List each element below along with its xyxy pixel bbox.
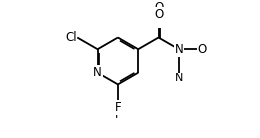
Text: N: N — [175, 73, 183, 83]
Text: F: F — [115, 108, 121, 121]
Text: O: O — [198, 43, 207, 56]
Text: O: O — [154, 1, 163, 14]
Text: N: N — [174, 43, 183, 56]
Text: Cl: Cl — [66, 31, 77, 44]
Text: N: N — [174, 43, 183, 56]
Text: Cl: Cl — [65, 31, 76, 44]
Text: O: O — [154, 8, 163, 21]
Text: O: O — [198, 43, 207, 56]
Text: F: F — [115, 101, 121, 114]
Text: N: N — [93, 66, 102, 79]
Text: N: N — [93, 66, 102, 79]
